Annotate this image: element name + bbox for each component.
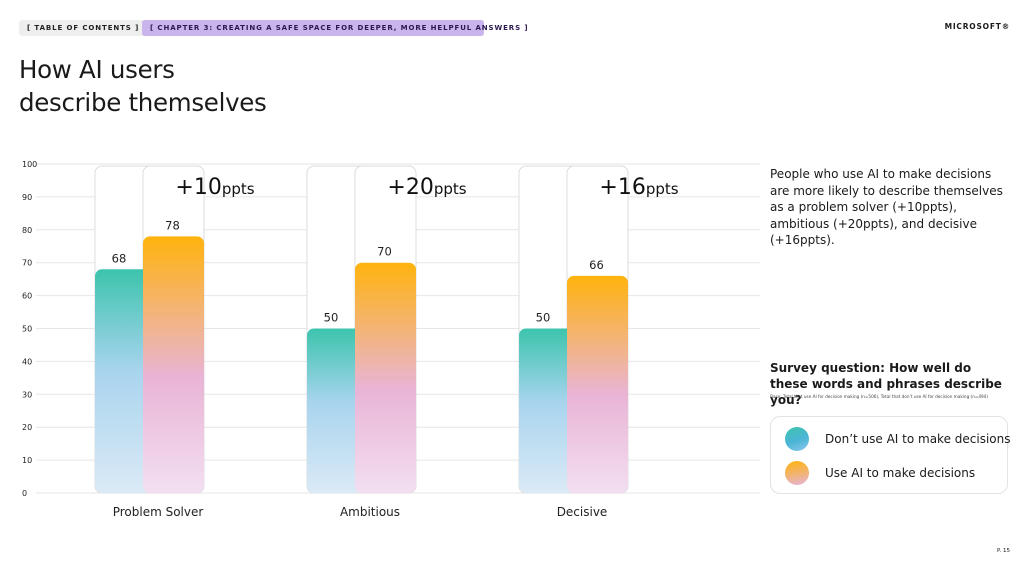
y-tick-label: 40 [22,357,32,366]
legend-label-no-ai: Don’t use AI to make decisions [825,432,1011,446]
y-tick-label: 80 [22,226,32,235]
page-title: How AI users describe themselves [19,53,267,119]
y-axis: 0 10 20 30 40 50 60 70 80 90 100 [22,160,37,498]
data-label-ai: 70 [377,245,392,259]
y-tick-label: 60 [22,292,32,301]
legend: Don’t use AI to make decisions Use AI to… [770,416,1010,494]
difference-value: +16 [599,175,645,200]
legend-swatch-no-ai [785,427,809,451]
y-tick-label: 50 [22,325,32,334]
bar-no-ai [519,328,580,493]
bar-no-ai [307,328,368,493]
data-label-no-ai: 50 [324,311,339,325]
difference-label: +10ppts [175,175,254,200]
data-label-ai: 66 [589,258,604,272]
y-tick-label: 70 [22,259,32,268]
survey-question: Survey question: How well do these words… [770,361,1002,407]
data-label-ai: 78 [165,218,180,232]
title-line-1: How AI users [19,55,175,84]
difference-value: +10 [175,175,221,200]
y-tick-label: 10 [22,456,32,465]
chart-description: People who use AI to make decisions are … [770,167,1003,247]
difference-value: +20 [387,175,433,200]
data-label-no-ai: 68 [112,251,127,265]
brand-logo: MICROSOFT® [944,22,1010,31]
legend-label-ai: Use AI to make decisions [825,466,976,480]
bar-ai [143,236,204,493]
bar-no-ai [95,269,156,493]
legend-swatch-ai [785,461,809,485]
bar-ai [355,262,416,493]
y-tick-label: 30 [22,390,32,399]
chapter-breadcrumb[interactable]: [ CHAPTER 3: CREATING A SAFE SPACE FOR D… [142,20,528,36]
difference-unit: ppts [222,180,255,198]
legend-item-ai: Use AI to make decisions [785,461,975,485]
category-label: Ambitious [340,505,400,519]
data-label-no-ai: 50 [536,311,551,325]
table-of-contents-link[interactable]: [ TABLE OF CONTENTS ] [19,20,148,36]
base-note: Base: Total that use AI for decision mak… [770,394,988,399]
title-line-2: describe themselves [19,88,267,117]
page-number: P. 15 [997,548,1010,554]
category-label: Decisive [557,505,608,519]
difference-label: +20ppts [387,175,466,200]
y-tick-label: 20 [22,423,32,432]
difference-unit: ppts [646,180,679,198]
bar-group-problem-solver: 68 78 +10ppts Problem Solver [94,165,255,519]
y-tick-label: 100 [22,160,37,169]
y-tick-label: 90 [22,193,32,202]
difference-unit: ppts [434,180,467,198]
y-tick-label: 0 [22,489,27,498]
category-label: Problem Solver [113,505,204,519]
legend-item-no-ai: Don’t use AI to make decisions [785,427,1010,451]
difference-label: +16ppts [599,175,678,200]
bar-group-ambitious: 50 70 +20ppts Ambitious [306,165,467,519]
bar-group-decisive: 50 66 +16ppts Decisive [518,165,679,519]
bar-ai [567,275,628,493]
